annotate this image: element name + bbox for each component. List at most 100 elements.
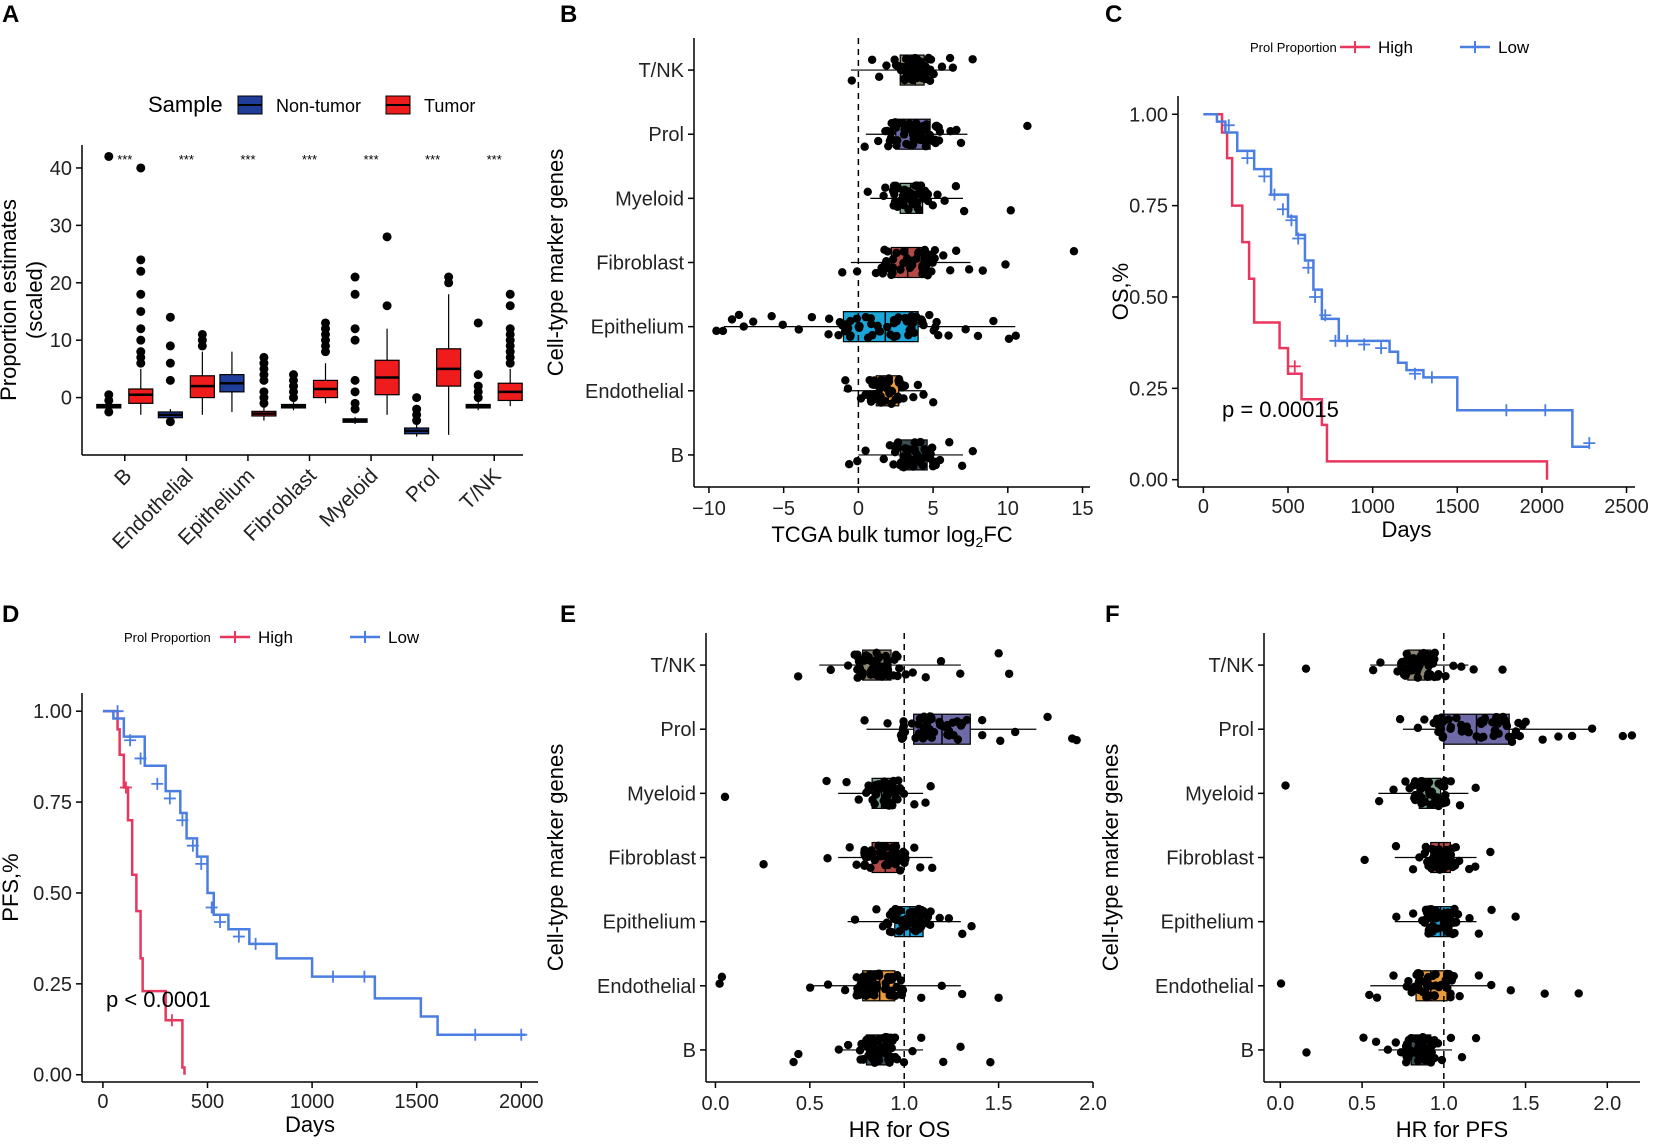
data-point xyxy=(880,984,890,994)
data-point xyxy=(940,196,949,205)
data-point xyxy=(822,776,831,786)
data-point xyxy=(899,258,908,268)
data-point xyxy=(1538,735,1547,744)
y-axis-title: PFS,% xyxy=(0,853,23,921)
x-tick-label: 0.5 xyxy=(796,1093,824,1115)
data-point xyxy=(961,325,970,334)
data-point xyxy=(899,130,909,139)
panel-label-e: E xyxy=(560,601,576,628)
data-point xyxy=(861,312,871,322)
data-point xyxy=(917,315,926,324)
data-point xyxy=(948,63,958,72)
x-tick-label: 0.0 xyxy=(1266,1093,1294,1115)
data-point xyxy=(977,715,987,725)
data-point xyxy=(867,846,876,855)
data-point xyxy=(917,1033,926,1042)
x-tick-label: 1.5 xyxy=(985,1093,1013,1115)
panel-label-a: A xyxy=(2,1,19,28)
data-point xyxy=(846,331,855,340)
data-point xyxy=(793,672,803,681)
data-point xyxy=(1443,983,1452,993)
data-point xyxy=(968,55,977,64)
significance-label: *** xyxy=(240,152,255,167)
data-point xyxy=(712,326,721,336)
x-tick-label: 2.0 xyxy=(1593,1093,1621,1115)
censor-mark xyxy=(469,1028,482,1041)
data-point xyxy=(1465,914,1474,923)
data-point xyxy=(1430,648,1440,658)
data-point xyxy=(1471,862,1480,871)
data-point xyxy=(1412,666,1422,676)
data-point xyxy=(883,784,893,793)
data-point xyxy=(889,318,899,328)
data-point xyxy=(1389,785,1398,794)
data-point xyxy=(1072,735,1081,745)
y-tick-label-prol: Prol xyxy=(648,124,684,146)
data-point xyxy=(863,1042,872,1051)
y-tick-label: 0.25 xyxy=(33,974,72,996)
data-point xyxy=(715,979,724,988)
data-point xyxy=(852,991,861,1000)
data-point xyxy=(734,310,744,320)
data-point xyxy=(860,142,869,151)
outlier-point xyxy=(321,347,330,357)
data-point xyxy=(1401,671,1410,680)
data-point xyxy=(1001,260,1010,269)
data-point xyxy=(897,984,907,994)
data-point xyxy=(858,973,867,982)
data-point xyxy=(1004,669,1014,678)
data-point xyxy=(944,331,953,340)
data-point xyxy=(1428,971,1438,981)
data-point xyxy=(922,919,932,928)
box-tumor xyxy=(436,348,462,387)
data-point xyxy=(1489,731,1498,741)
data-point xyxy=(1421,783,1431,792)
data-point xyxy=(890,655,899,664)
panel-e-hr-os: 0.0 0.5 1.0 1.5 2.0 HR for OS Cell-type marker… xyxy=(543,633,1107,1142)
data-point xyxy=(1450,928,1459,938)
censor-mark xyxy=(186,839,199,852)
outlier-point xyxy=(473,318,483,328)
data-point xyxy=(1408,865,1418,874)
outlier-point xyxy=(350,404,360,414)
data-point xyxy=(968,446,978,456)
data-point xyxy=(1422,914,1432,923)
data-point xyxy=(920,909,929,918)
data-point xyxy=(868,380,877,389)
data-point xyxy=(885,389,894,398)
data-point xyxy=(895,927,904,936)
x-tick-label: 500 xyxy=(1271,496,1304,518)
censor-mark xyxy=(195,857,208,870)
data-point xyxy=(1372,993,1382,1002)
data-point xyxy=(1391,1038,1400,1047)
panel-label-b: B xyxy=(560,1,577,28)
data-point xyxy=(767,311,776,321)
data-point xyxy=(1424,661,1433,671)
data-point xyxy=(1434,721,1443,730)
data-point xyxy=(882,660,892,669)
data-point xyxy=(824,330,833,339)
data-point xyxy=(885,927,895,936)
data-point xyxy=(858,668,867,678)
data-point xyxy=(1457,727,1467,736)
data-point xyxy=(886,133,896,143)
data-point xyxy=(912,254,921,263)
outlier-point xyxy=(350,289,360,299)
data-point xyxy=(1414,659,1424,668)
data-point xyxy=(883,919,893,929)
data-point xyxy=(921,74,930,84)
data-point xyxy=(883,322,892,332)
data-point xyxy=(1510,730,1520,740)
data-point xyxy=(866,670,875,679)
significance-label: *** xyxy=(302,152,317,167)
data-point xyxy=(973,331,983,341)
data-point xyxy=(882,800,892,809)
data-point xyxy=(852,267,862,276)
data-point xyxy=(952,125,961,135)
legend-label-low: Low xyxy=(1498,38,1530,57)
legend-label-high: High xyxy=(1378,38,1413,57)
y-tick-label-endothelial: Endothelial xyxy=(1155,976,1254,998)
data-point xyxy=(1441,671,1450,681)
data-point xyxy=(910,800,919,809)
